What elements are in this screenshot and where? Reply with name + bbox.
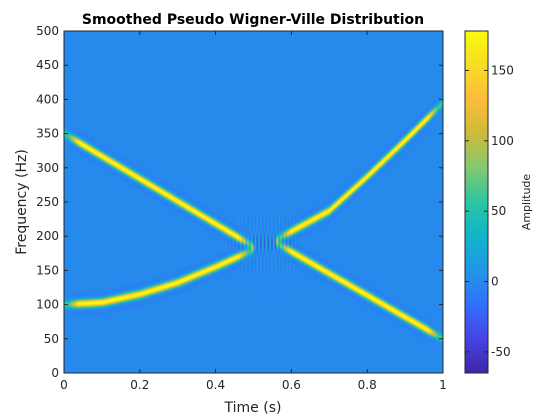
x-tick-label: 0 [60,378,68,392]
y-tick-label: 200 [36,229,59,243]
y-tick-label: 350 [36,127,59,141]
colorbar-tick-label: 150 [491,63,514,77]
x-tick-label: 0.6 [282,378,301,392]
colorbar-frame [464,30,489,374]
y-axis: 0 50 100 150 200 250 300 350 400 450 500 [36,24,443,380]
x-tick-label: 1 [439,378,447,392]
y-tick-label: 100 [36,298,59,312]
colorbar-tick-label: 100 [491,134,514,148]
y-tick-label: 150 [36,263,59,277]
y-tick-label: 400 [36,92,59,106]
x-axis: 0 0.2 0.4 0.6 0.8 1 [60,31,447,392]
x-tick-label: 0.4 [206,378,225,392]
plot-area [63,30,444,374]
colorbar-tick-label: 50 [491,204,506,218]
y-tick-label: 50 [44,332,59,346]
x-tick-label: 0.8 [358,378,377,392]
y-tick-label: 450 [36,58,59,72]
x-axis-label: Time (s) [224,400,282,416]
colorbar-tick-label: -50 [491,345,511,359]
colorbar-tick-label: 0 [491,275,499,289]
y-tick-label: 500 [36,24,59,38]
y-axis-label: Frequency (Hz) [14,149,30,255]
x-tick-label: 0.2 [130,378,149,392]
y-tick-label: 0 [51,366,59,380]
colorbar: -50 0 50 100 150 Amplitude [464,30,533,374]
colorbar-gradient [465,31,488,373]
colorbar-label: Amplitude [520,174,533,231]
y-tick-label: 300 [36,161,59,175]
y-tick-label: 250 [36,195,59,209]
chart-title: Smoothed Pseudo Wigner-Ville Distributio… [82,12,424,28]
heatmap-image [64,31,443,373]
colorbar-ticks: -50 0 50 100 150 [465,63,514,359]
